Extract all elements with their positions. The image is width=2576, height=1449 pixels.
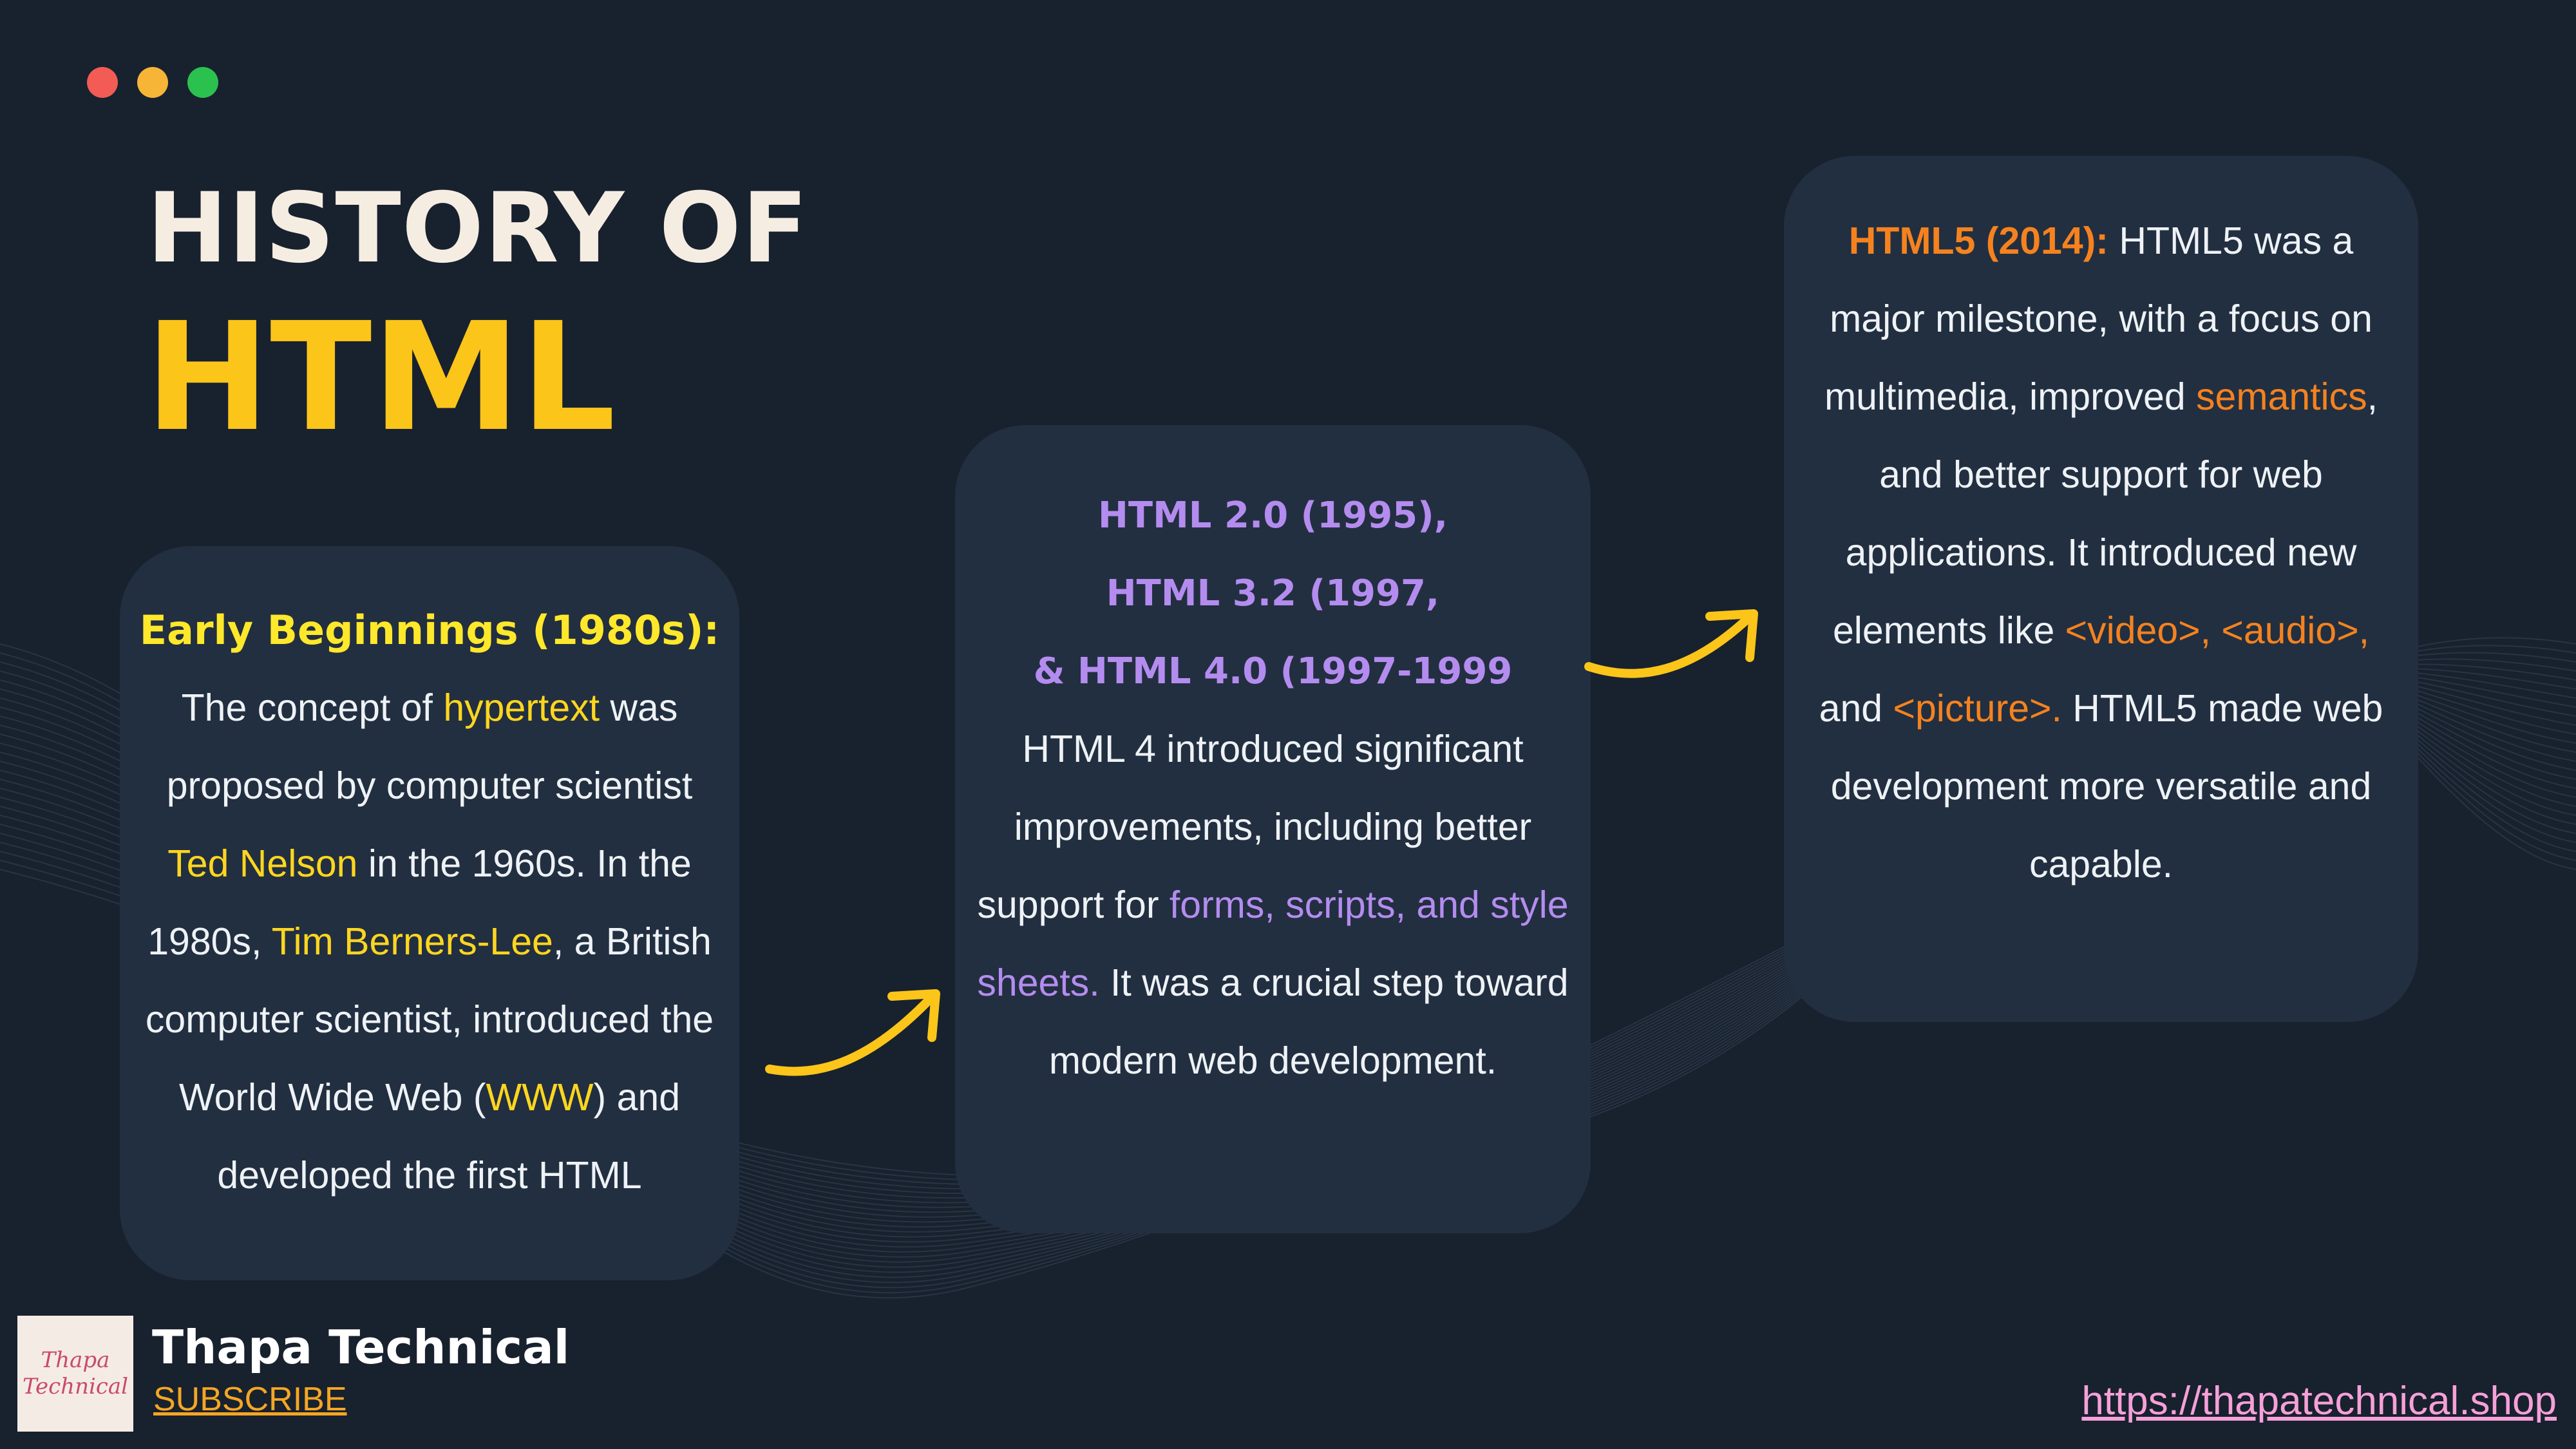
highlight-video-audio: <video>, <audio>, <box>2065 609 2370 652</box>
window-controls <box>87 67 218 98</box>
logo-wordmark: Thapa Technical <box>23 1347 128 1400</box>
card-heading: Early Beginnings (1980s): <box>139 607 720 654</box>
body-text: HTML 4 introduced significant improvemen… <box>977 728 1532 926</box>
minimize-dot-icon[interactable] <box>137 67 168 98</box>
card-heading: HTML5 (2014): <box>1848 220 2108 262</box>
highlight-forms-scripts: forms, scripts, and style sheets. <box>977 884 1569 1004</box>
body-text: was proposed by computer scientist <box>166 687 693 807</box>
highlight-hypertext: hypertext <box>443 687 600 729</box>
page-title-line2: HTML <box>145 290 616 464</box>
website-link[interactable]: https://thapatechnical.shop <box>2081 1379 2557 1423</box>
card-early-beginnings: Early Beginnings (1980s): The concept of… <box>120 546 739 1280</box>
card-body: HTML 4 introduced significant improvemen… <box>974 710 1571 1100</box>
highlight-www: WWW <box>486 1076 594 1119</box>
card-heading: HTML 2.0 (1995), <box>1098 495 1448 536</box>
arrow-right-curved-icon <box>765 989 940 1076</box>
body-text: in the 1960s. In the 1980s, <box>147 842 692 963</box>
body-text: and <box>1819 687 1893 730</box>
maximize-dot-icon[interactable] <box>187 67 218 98</box>
card-heading: & HTML 4.0 (1997-1999 <box>1033 650 1513 692</box>
arrow-right-curved-icon <box>1584 609 1758 678</box>
highlight-picture: <picture>. <box>1893 687 2062 730</box>
body-text: HTML5 made web development more versatil… <box>1830 687 2383 886</box>
channel-logo[interactable]: Thapa Technical <box>17 1316 133 1432</box>
card-body: HTML5 (2014): HTML5 was a major mileston… <box>1803 202 2399 904</box>
card-heading: HTML 3.2 (1997, <box>1106 573 1440 614</box>
highlight-ted-nelson: Ted Nelson <box>167 842 358 885</box>
subscribe-link[interactable]: SUBSCRIBE <box>153 1381 347 1418</box>
logo-text-line1: Thapa <box>41 1347 110 1374</box>
body-text: ) and developed the first HTML <box>217 1076 681 1197</box>
card-body: The concept of hypertext was proposed by… <box>139 669 720 1215</box>
body-text: It was a crucial step toward modern web … <box>1048 961 1569 1082</box>
card-html4: HTML 2.0 (1995), HTML 3.2 (1997, & HTML … <box>955 425 1591 1233</box>
close-dot-icon[interactable] <box>87 67 118 98</box>
body-text: , and better support for web application… <box>1832 375 2378 652</box>
page-title-line1: HISTORY OF <box>147 173 809 285</box>
card-html5: HTML5 (2014): HTML5 was a major mileston… <box>1784 156 2418 1022</box>
highlight-tim-berners-lee: Tim Berners-Lee <box>271 920 553 963</box>
highlight-semantics: semantics <box>2196 375 2367 418</box>
brand-name: Thapa Technical <box>152 1320 570 1374</box>
body-text: The concept of <box>181 687 444 729</box>
body-text: HTML5 was a major milestone, with a focu… <box>1824 220 2372 418</box>
logo-text-line2: Technical <box>22 1374 129 1399</box>
body-text: , a British computer scientist, introduc… <box>145 920 714 1119</box>
